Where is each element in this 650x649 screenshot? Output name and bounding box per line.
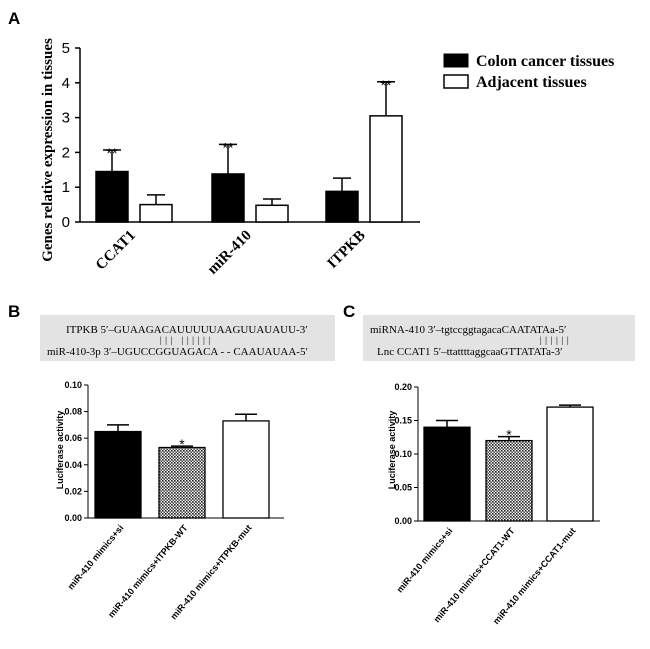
chart-a-significance: ** bbox=[381, 77, 392, 93]
legend-swatch-colon bbox=[443, 53, 469, 68]
chart-c-ytick-label: 0.10 bbox=[394, 449, 412, 459]
chart-c-ytick-label: 0.20 bbox=[394, 382, 412, 392]
sequence-box-b bbox=[40, 315, 335, 361]
chart-c-bar bbox=[485, 439, 533, 522]
sequence-c-pairing: |||||| bbox=[538, 336, 570, 346]
chart-a-category-label: ITPKB bbox=[325, 228, 369, 272]
legend-label-colon: Colon cancer tissues bbox=[476, 53, 614, 70]
chart-b-ytick-label: 0.06 bbox=[64, 433, 82, 443]
legend-label-adjacent: Adjacent tissues bbox=[476, 74, 587, 91]
chart-a-bar-adjacent bbox=[255, 204, 289, 223]
chart-c-ytick-label: 0.00 bbox=[394, 516, 412, 526]
chart-a-bar-adjacent bbox=[139, 203, 173, 223]
chart-c: miRNA-410 3′–tgtccggtagacaCAATATAa-5′ ||… bbox=[363, 315, 635, 626]
chart-c-bar bbox=[423, 426, 471, 522]
chart-b-ytick-label: 0.02 bbox=[64, 486, 82, 496]
sequence-c-line2: Lnc CCAT1 5′–ttattttaggcaaGTTATATa-3′ bbox=[377, 346, 563, 358]
chart-a-bar-colon bbox=[325, 190, 359, 223]
chart-a-ytick-label: 2 bbox=[62, 144, 70, 161]
chart-b-significance: * bbox=[179, 436, 185, 452]
legend-swatch-adjacent bbox=[443, 74, 469, 89]
chart-b-ytick-label: 0.10 bbox=[64, 380, 82, 390]
sequence-box-c bbox=[363, 315, 635, 361]
chart-a-bar-colon bbox=[211, 173, 245, 223]
chart-c-y-axis-title: Luciferase activity bbox=[387, 411, 397, 490]
chart-b-y-axis-title: Luciferase activity bbox=[55, 411, 65, 490]
chart-a-ytick-label: 5 bbox=[62, 40, 70, 57]
chart-a-bar-colon bbox=[95, 170, 129, 223]
chart-c-bar bbox=[546, 406, 594, 522]
chart-a-ytick-label: 3 bbox=[62, 110, 70, 127]
chart-a-y-axis-title: Genes relative expression in tissues bbox=[40, 38, 56, 262]
sequence-b-line1: ITPKB 5′–GUAAGACAUUUUUAAGUUAUAUU-3′ bbox=[66, 324, 308, 336]
panel-label-c: C bbox=[343, 302, 355, 321]
panel-label-a: A bbox=[8, 9, 20, 28]
chart-b-ytick-label: 0.00 bbox=[64, 513, 82, 523]
chart-c-significance: * bbox=[506, 427, 512, 443]
chart-a-ytick-label: 4 bbox=[62, 75, 70, 92]
chart-b: ITPKB 5′–GUAAGACAUUUUUAAGUUAUAUU-3′ ||| … bbox=[40, 315, 335, 621]
chart-a-category-label: CCAT1 bbox=[93, 228, 139, 274]
chart-b-bar bbox=[158, 446, 206, 519]
chart-b-ytick-label: 0.08 bbox=[64, 407, 82, 417]
chart-b-category-label: miR-410 mimics+si bbox=[66, 523, 126, 592]
sequence-c-line1: miRNA-410 3′–tgtccggtagacaCAATATAa-5′ bbox=[370, 324, 566, 336]
chart-a-bar-adjacent bbox=[369, 115, 403, 223]
chart-c-category-label: miR-410 mimics+si bbox=[395, 526, 455, 595]
chart-c-ytick-label: 0.05 bbox=[394, 483, 412, 493]
chart-a-category-label: miR-410 bbox=[205, 228, 255, 278]
chart-b-ytick-label: 0.04 bbox=[64, 460, 82, 470]
sequence-b-line2: miR-410-3p 3′–UGUCCGGUAGACA - - CAAUAUAA… bbox=[47, 346, 308, 358]
chart-a-ytick-label: 0 bbox=[62, 214, 70, 231]
chart-a-ytick-label: 1 bbox=[62, 179, 70, 196]
chart-b-bar bbox=[222, 420, 270, 519]
chart-c-ytick-label: 0.15 bbox=[394, 416, 412, 426]
panel-label-b: B bbox=[8, 302, 20, 321]
sequence-b-pairing: ||| |||||| bbox=[158, 336, 212, 346]
chart-a: Genes relative expression in tissues 0 1 2… bbox=[40, 38, 614, 278]
chart-a-significance: ** bbox=[107, 145, 118, 161]
chart-b-bar bbox=[94, 430, 142, 519]
chart-a-significance: ** bbox=[223, 139, 234, 155]
